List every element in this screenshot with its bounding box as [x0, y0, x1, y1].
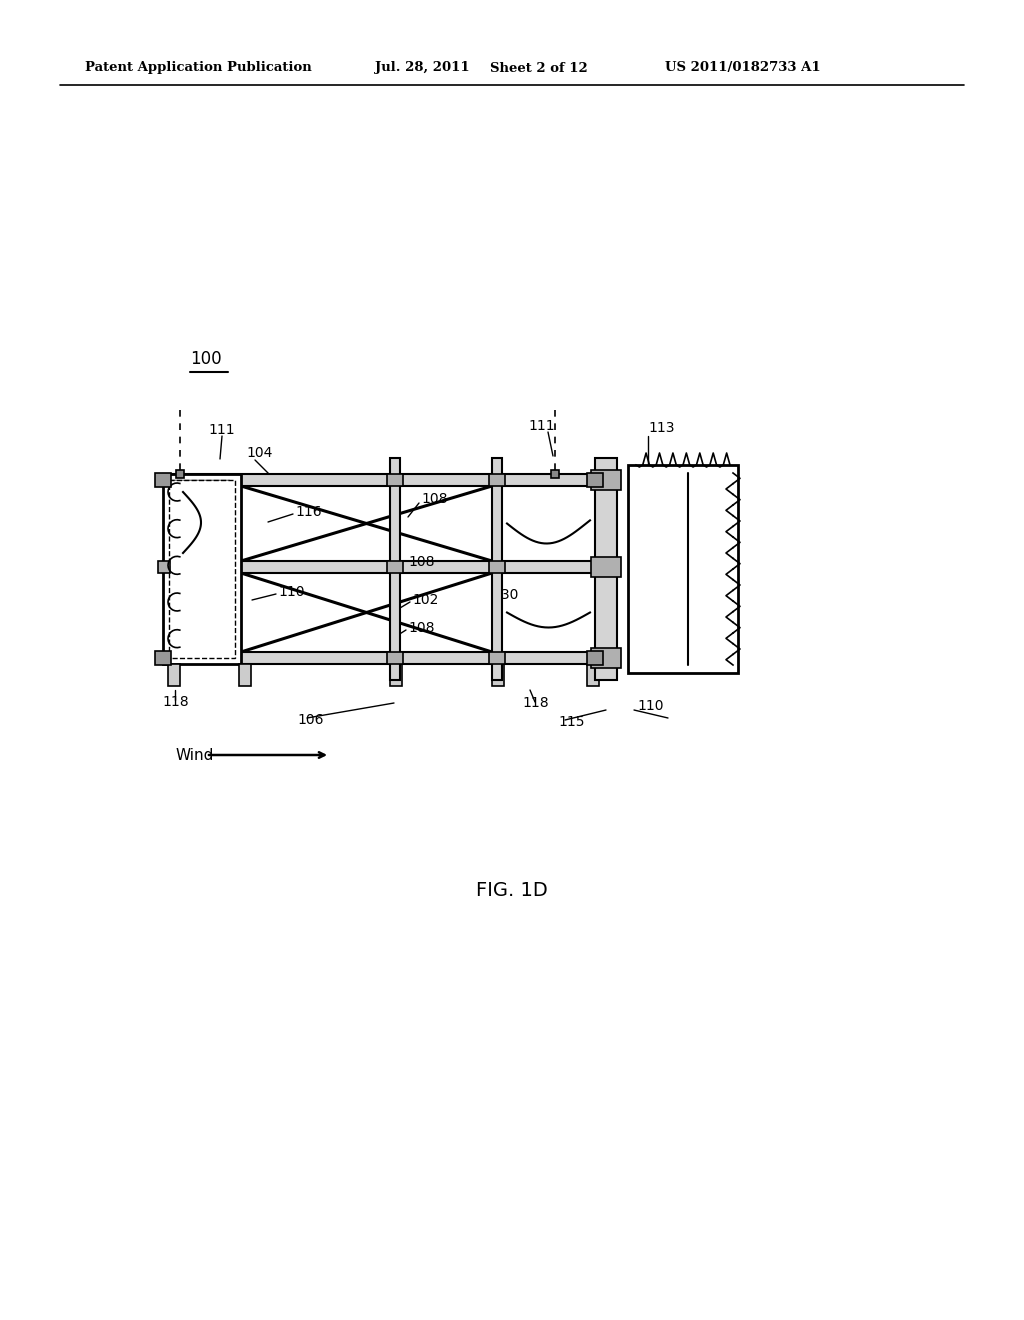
Bar [390, 458, 400, 680]
Bar [239, 664, 251, 686]
Text: 118: 118 [522, 696, 549, 710]
Bar [158, 561, 170, 573]
Bar [492, 664, 504, 686]
Text: US 2011/0182733 A1: US 2011/0182733 A1 [665, 62, 820, 74]
Bar [587, 473, 603, 487]
Bar [390, 664, 402, 686]
Text: 111: 111 [528, 418, 555, 433]
Bar [163, 474, 595, 486]
Bar [492, 458, 502, 680]
Bar [155, 651, 171, 665]
Bar [591, 648, 621, 668]
Bar [587, 651, 603, 665]
Bar [176, 470, 184, 478]
Bar [163, 474, 241, 664]
Text: 108: 108 [421, 492, 447, 506]
Text: 100: 100 [190, 350, 221, 368]
Bar [163, 652, 595, 664]
Bar [489, 474, 505, 486]
Text: 111: 111 [208, 422, 234, 437]
Text: 130: 130 [492, 587, 518, 602]
Bar [628, 465, 738, 673]
Text: 110: 110 [278, 585, 304, 599]
Text: 108: 108 [408, 554, 434, 569]
Bar [171, 579, 229, 645]
Bar [489, 652, 505, 664]
Text: 106: 106 [297, 713, 324, 727]
Bar [169, 480, 234, 657]
Bar [489, 561, 505, 573]
Text: 113: 113 [648, 421, 675, 436]
Text: Wind: Wind [175, 747, 213, 763]
Bar [587, 664, 599, 686]
Bar [551, 470, 559, 478]
Bar [158, 652, 170, 664]
Text: 108: 108 [408, 620, 434, 635]
Text: 102: 102 [412, 593, 438, 607]
Bar [155, 473, 171, 487]
Bar [171, 480, 229, 554]
Bar [387, 474, 403, 486]
Bar [591, 470, 621, 490]
Text: 116: 116 [295, 506, 322, 519]
Text: 104: 104 [246, 446, 272, 459]
Bar [591, 557, 621, 577]
Bar [168, 664, 180, 686]
Text: Sheet 2 of 12: Sheet 2 of 12 [490, 62, 588, 74]
Text: Jul. 28, 2011: Jul. 28, 2011 [375, 62, 470, 74]
Text: 118: 118 [162, 696, 188, 709]
Bar [387, 652, 403, 664]
Text: 115: 115 [558, 715, 585, 729]
Bar [163, 561, 595, 573]
Text: FIG. 1D: FIG. 1D [476, 880, 548, 899]
Text: Patent Application Publication: Patent Application Publication [85, 62, 311, 74]
Bar [158, 474, 170, 486]
Bar [387, 561, 403, 573]
Bar [595, 458, 617, 680]
Text: 110: 110 [637, 700, 664, 713]
